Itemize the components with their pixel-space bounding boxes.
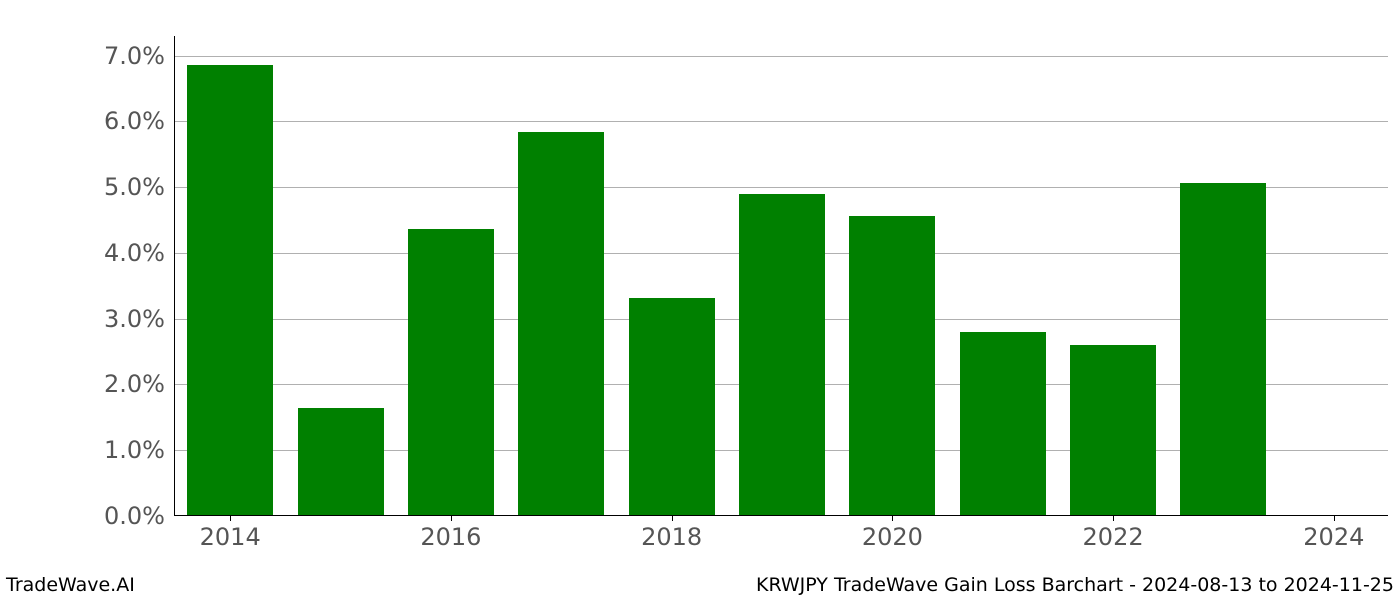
y-gridline [175,56,1388,57]
bar [408,229,494,515]
y-tick-label: 6.0% [104,107,175,135]
y-gridline [175,121,1388,122]
x-tick-label: 2024 [1303,515,1364,551]
footer-left-text: TradeWave.AI [6,574,135,596]
y-tick-label: 4.0% [104,239,175,267]
x-tick-label: 2018 [641,515,702,551]
x-tick-label: 2016 [420,515,481,551]
bar [739,194,825,515]
bar [518,132,604,515]
bar [187,65,273,515]
bar [849,216,935,515]
bar [1180,183,1266,515]
y-tick-label: 3.0% [104,305,175,333]
y-tick-label: 1.0% [104,436,175,464]
chart-figure: 0.0% 1.0% 2.0% 3.0% 4.0% 5.0% 6.0% 7.0% 2014 2016… [0,0,1400,600]
x-tick-label: 2014 [200,515,261,551]
bar [960,332,1046,515]
bar [629,298,715,515]
footer-right-text: KRWJPY TradeWave Gain Loss Barchart - 20… [756,574,1394,596]
y-tick-label: 0.0% [104,502,175,530]
bar [298,408,384,515]
y-tick-label: 2.0% [104,370,175,398]
x-tick-label: 2022 [1083,515,1144,551]
bar [1070,345,1156,515]
plot-area: 0.0%1.0%2.0%3.0%4.0%5.0%6.0%7.0%20142016… [174,36,1388,516]
y-tick-label: 5.0% [104,173,175,201]
x-tick-label: 2020 [862,515,923,551]
y-tick-label: 7.0% [104,42,175,70]
